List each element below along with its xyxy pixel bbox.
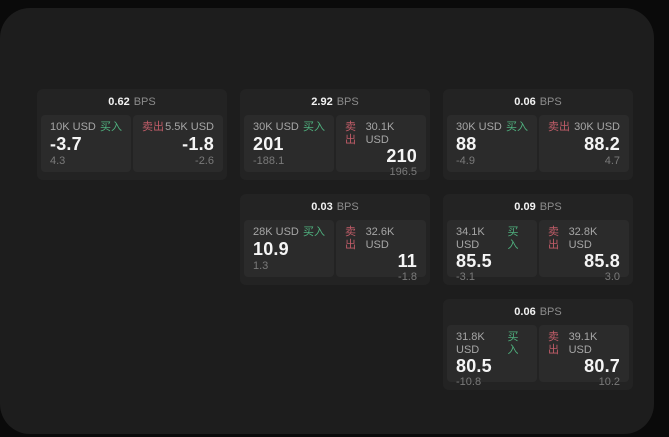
buy-label: 买入 xyxy=(303,121,325,133)
bps-value: 0.06 xyxy=(514,306,536,318)
buy-tile[interactable]: 28K USD 买入 10.9 1.3 xyxy=(244,220,334,277)
buy-sub-value: 4.3 xyxy=(50,155,66,167)
sell-amount: 30.1K USD xyxy=(365,121,395,146)
sell-price: -1.8 xyxy=(182,134,214,154)
buy-sub-value: -188.1 xyxy=(253,155,285,167)
bps-label: BPS xyxy=(539,201,562,213)
buy-label: 买入 xyxy=(507,331,519,356)
buy-amount: 34.1K USD xyxy=(456,226,485,251)
quote-card: 0.06 BPS 31.8K USD 买入 80.5 -10.8 卖出 39.1… xyxy=(443,299,633,390)
quote-card: 0.09 BPS 34.1K USD 买入 85.5 -3.1 卖出 32.8K… xyxy=(443,194,633,285)
card-header: 0.62 BPS xyxy=(37,89,227,115)
quote-card: 0.06 BPS 30K USD 买入 88 -4.9 卖出 30K USD xyxy=(443,89,633,180)
card-body: 34.1K USD 买入 85.5 -3.1 卖出 32.8K USD 85.8… xyxy=(447,220,629,283)
sell-label: 卖出 xyxy=(548,226,559,251)
quote-card: 2.92 BPS 30K USD 买入 201 -188.1 卖出 30.1K … xyxy=(240,89,430,180)
sell-tile[interactable]: 卖出 30K USD 88.2 4.7 xyxy=(539,115,629,172)
buy-tile[interactable]: 30K USD 买入 201 -188.1 xyxy=(244,115,334,172)
buy-price: 85.5 xyxy=(456,251,492,271)
sell-price: 11 xyxy=(397,251,417,271)
buy-price: 88 xyxy=(456,134,477,154)
bps-label: BPS xyxy=(336,201,359,213)
bps-value: 0.03 xyxy=(311,201,333,213)
buy-sub-value: -3.1 xyxy=(456,271,475,283)
buy-amount: 30K USD xyxy=(456,121,502,133)
card-header: 0.09 BPS xyxy=(443,194,633,220)
buy-price: 201 xyxy=(253,134,284,154)
card-header: 0.06 BPS xyxy=(443,299,633,325)
sell-tile[interactable]: 卖出 32.6K USD 11 -1.8 xyxy=(336,220,426,283)
sell-amount: 30K USD xyxy=(574,121,620,133)
sell-label: 卖出 xyxy=(345,226,356,251)
bps-value: 0.06 xyxy=(514,96,536,108)
sell-amount: 39.1K USD xyxy=(568,331,598,356)
buy-tile[interactable]: 30K USD 买入 88 -4.9 xyxy=(447,115,537,172)
bps-label: BPS xyxy=(539,96,562,108)
card-body: 10K USD 买入 -3.7 4.3 卖出 5.5K USD -1.8 -2.… xyxy=(41,115,223,172)
sell-tile[interactable]: 卖出 32.8K USD 85.8 3.0 xyxy=(539,220,629,283)
buy-amount: 30K USD xyxy=(253,121,299,133)
buy-price: -3.7 xyxy=(50,134,82,154)
quote-card: 0.03 BPS 28K USD 买入 10.9 1.3 卖出 32.6K US… xyxy=(240,194,430,285)
buy-price: 80.5 xyxy=(456,356,492,376)
sell-sub-value: -2.6 xyxy=(195,155,214,167)
buy-price: 10.9 xyxy=(253,239,289,259)
bps-value: 0.09 xyxy=(514,201,536,213)
buy-label: 买入 xyxy=(506,121,528,133)
sell-tile[interactable]: 卖出 30.1K USD 210 196.5 xyxy=(336,115,426,178)
card-header: 0.06 BPS xyxy=(443,89,633,115)
app-window: 0.62 BPS 10K USD 买入 -3.7 4.3 卖出 5.5K USD xyxy=(0,8,654,434)
buy-label: 买入 xyxy=(303,226,325,238)
bps-label: BPS xyxy=(539,306,562,318)
buy-sub-value: 1.3 xyxy=(253,260,269,272)
buy-amount: 10K USD xyxy=(50,121,96,133)
card-body: 30K USD 买入 88 -4.9 卖出 30K USD 88.2 4.7 xyxy=(447,115,629,172)
sell-amount: 32.6K USD xyxy=(365,226,395,251)
card-header: 0.03 BPS xyxy=(240,194,430,220)
sell-tile[interactable]: 卖出 5.5K USD -1.8 -2.6 xyxy=(133,115,223,172)
sell-amount: 5.5K USD xyxy=(165,121,214,133)
buy-label: 买入 xyxy=(507,226,519,251)
card-body: 28K USD 买入 10.9 1.3 卖出 32.6K USD 11 -1.8 xyxy=(244,220,426,283)
sell-price: 80.7 xyxy=(584,356,620,376)
sell-sub-value: -1.8 xyxy=(398,271,417,283)
buy-sub-value: -10.8 xyxy=(456,376,482,388)
buy-tile[interactable]: 31.8K USD 买入 80.5 -10.8 xyxy=(447,325,537,388)
sell-sub-value: 10.2 xyxy=(598,376,620,388)
sell-tile[interactable]: 卖出 39.1K USD 80.7 10.2 xyxy=(539,325,629,388)
sell-price: 85.8 xyxy=(584,251,620,271)
sell-amount: 32.8K USD xyxy=(568,226,598,251)
bps-value: 2.92 xyxy=(311,96,333,108)
bps-label: BPS xyxy=(133,96,156,108)
buy-tile[interactable]: 10K USD 买入 -3.7 4.3 xyxy=(41,115,131,172)
sell-label: 卖出 xyxy=(548,121,570,133)
buy-amount: 28K USD xyxy=(253,226,299,238)
card-body: 31.8K USD 买入 80.5 -10.8 卖出 39.1K USD 80.… xyxy=(447,325,629,388)
bps-label: BPS xyxy=(336,96,359,108)
bps-value: 0.62 xyxy=(108,96,130,108)
buy-label: 买入 xyxy=(100,121,122,133)
sell-sub-value: 4.7 xyxy=(604,155,620,167)
sell-price: 210 xyxy=(386,146,417,166)
sell-price: 88.2 xyxy=(584,134,620,154)
quote-card: 0.62 BPS 10K USD 买入 -3.7 4.3 卖出 5.5K USD xyxy=(37,89,227,180)
buy-sub-value: -4.9 xyxy=(456,155,475,167)
card-header: 2.92 BPS xyxy=(240,89,430,115)
sell-sub-value: 3.0 xyxy=(604,271,620,283)
sell-label: 卖出 xyxy=(142,121,164,133)
sell-label: 卖出 xyxy=(345,121,356,146)
buy-amount: 31.8K USD xyxy=(456,331,485,356)
buy-tile[interactable]: 34.1K USD 买入 85.5 -3.1 xyxy=(447,220,537,283)
card-body: 30K USD 买入 201 -188.1 卖出 30.1K USD 210 1… xyxy=(244,115,426,178)
sell-label: 卖出 xyxy=(548,331,559,356)
sell-sub-value: 196.5 xyxy=(389,166,417,178)
